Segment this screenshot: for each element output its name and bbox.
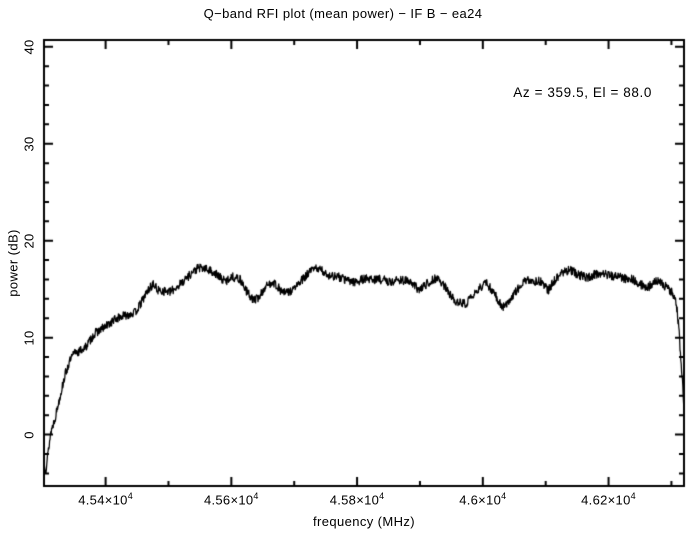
x-tick-label: 4.56×104 [204,491,259,507]
x-tick-mantissa: 4.54×10 [78,492,128,508]
x-tick-exponent: 4 [379,491,385,501]
y-tick-label: 0 [21,430,37,439]
x-tick-label: 4.62×104 [581,491,636,507]
y-tick-label: 10 [21,330,37,346]
x-tick-label: 4.6×104 [459,491,506,507]
x-tick-mantissa: 4.56×10 [203,492,254,508]
x-tick-label: 4.58×104 [330,491,385,507]
x-tick-exponent: 4 [501,491,507,501]
pointing-annotation: Az = 359.5, El = 88.0 [513,85,652,100]
x-tick-label: 4.54×104 [78,491,133,507]
x-tick-exponent: 4 [127,491,133,501]
y-tick-label: 30 [21,136,37,152]
x-tick-mantissa: 4.6×10 [459,492,502,508]
y-axis-label: power (dB) [5,229,21,297]
x-tick-mantissa: 4.62×10 [581,492,631,508]
x-tick-mantissa: 4.58×10 [329,492,380,508]
y-tick-label: 20 [21,233,37,249]
x-tick-exponent: 4 [630,491,636,501]
chart-title: Q−band RFI plot (mean power) − IF B − ea… [203,6,483,21]
x-tick-exponent: 4 [253,491,259,501]
y-tick-label: 40 [21,39,37,55]
x-axis-label: frequency (MHz) [312,514,416,529]
